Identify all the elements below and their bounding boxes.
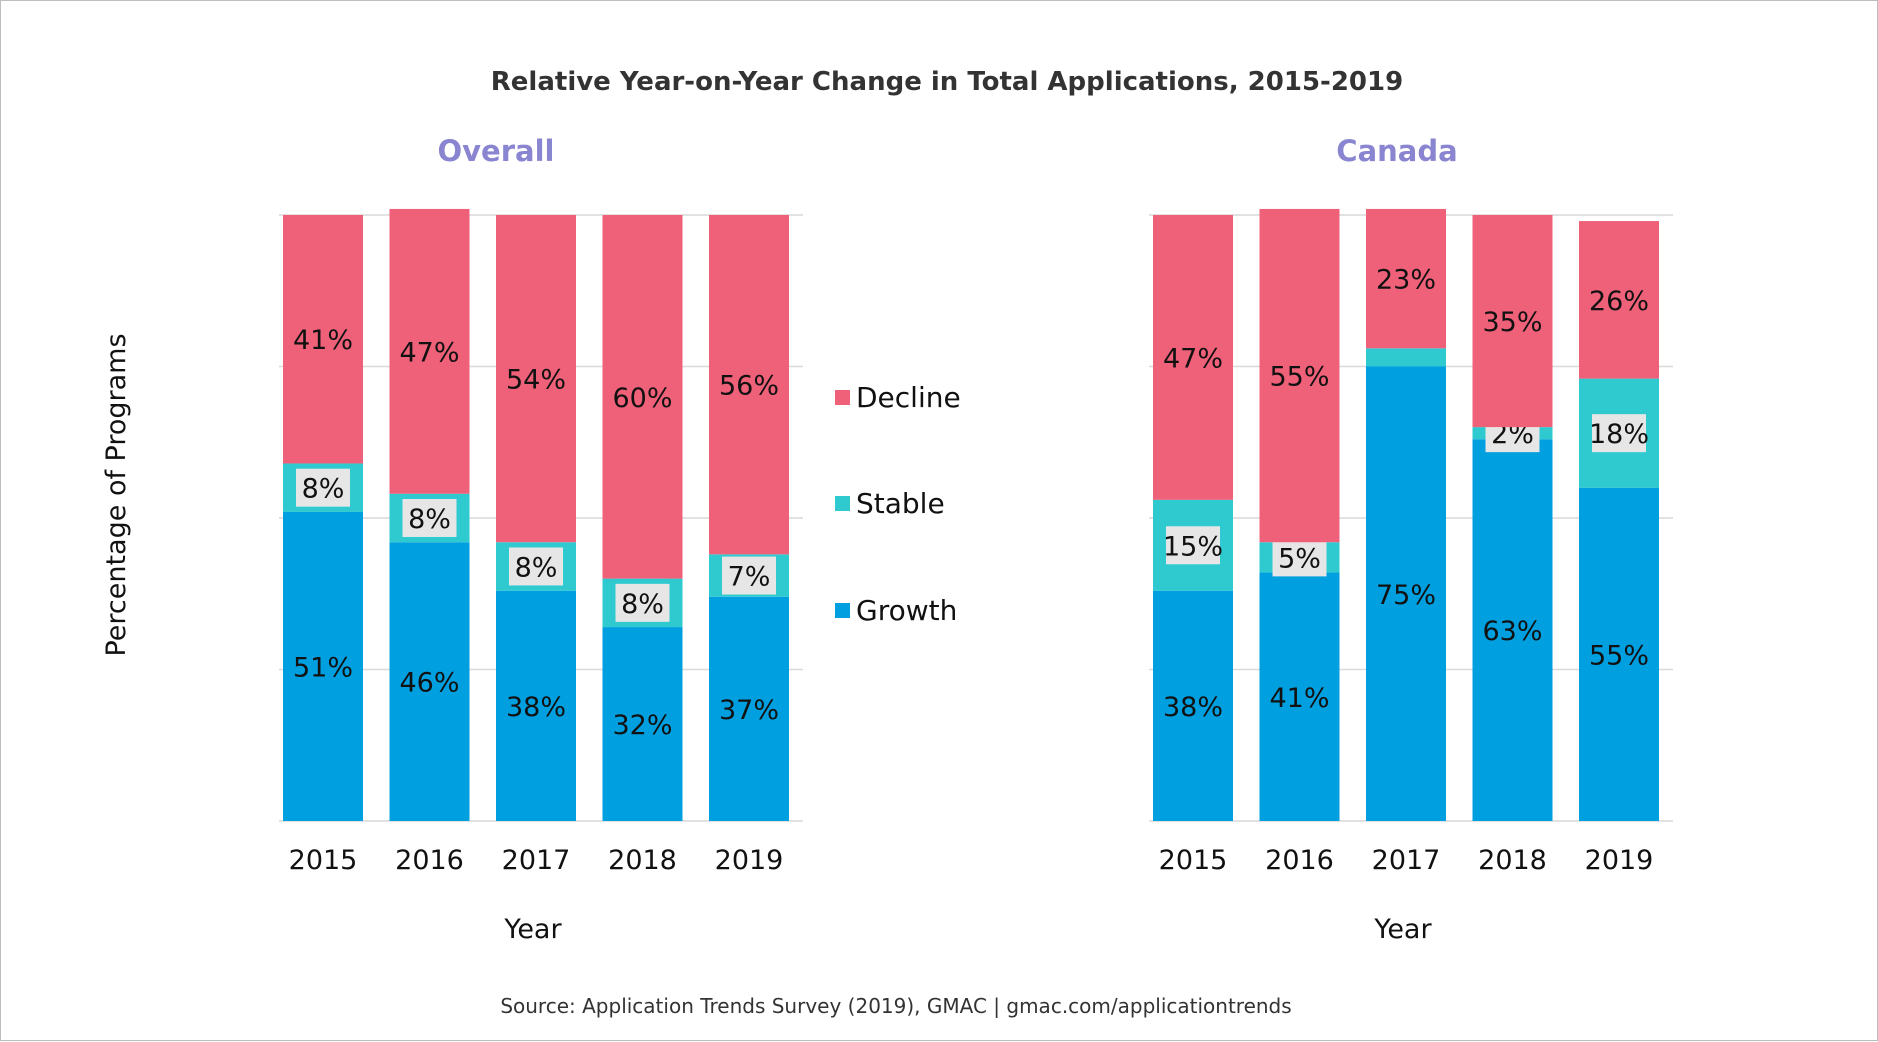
bar-segment-decline-2018	[602, 215, 683, 579]
data-label-decline-2016: 47%	[399, 337, 459, 368]
data-label-decline-2017: 54%	[506, 365, 566, 396]
bar-segment-decline-2016	[1259, 208, 1340, 543]
data-label-box	[615, 583, 670, 622]
data-label-stable-2019: 18%	[1589, 419, 1649, 450]
data-label-growth-2019: 37%	[719, 695, 779, 726]
x-tick-label-2018: 2018	[1478, 845, 1547, 876]
data-label-stable-2018: 8%	[621, 589, 664, 620]
data-label-decline-2018: 35%	[1482, 307, 1542, 338]
legend-label-growth: Growth	[856, 594, 957, 627]
bar-segment-decline-2017	[1366, 208, 1446, 349]
x-axis-label: Year	[503, 914, 562, 945]
x-axis-label: Year	[1373, 914, 1432, 945]
x-tick-label-2019: 2019	[1585, 845, 1654, 876]
bar-segment-decline-2015	[1153, 215, 1233, 500]
data-label-decline-2018: 60%	[612, 383, 672, 414]
source-note: Source: Application Trends Survey (2019)…	[500, 994, 1291, 1018]
x-tick-label-2016: 2016	[395, 845, 464, 876]
data-label-growth-2016: 41%	[1269, 683, 1329, 714]
x-tick-label-2019: 2019	[715, 845, 784, 876]
chart-title: Relative Year-on-Year Change in Total Ap…	[491, 67, 1403, 97]
x-tick-label-2015: 2015	[289, 845, 358, 876]
legend-label-decline: Decline	[856, 381, 961, 414]
data-label-decline-2015: 41%	[293, 325, 353, 356]
data-label-box	[402, 499, 457, 537]
x-tick-label-2017: 2017	[502, 845, 571, 876]
data-label-decline-2015: 47%	[1163, 343, 1223, 374]
legend-swatch-growth	[835, 603, 850, 618]
data-label-growth-2019: 55%	[1589, 640, 1649, 671]
bar-segment-growth-2015	[1153, 590, 1233, 821]
bar-segment-growth-2019	[1579, 487, 1659, 821]
data-label-growth-2017: 38%	[506, 692, 566, 723]
bar-segment-decline-2019	[1579, 221, 1659, 379]
y-axis-label: Percentage of Programs	[101, 333, 132, 656]
data-label-box	[1166, 526, 1220, 565]
data-label-box	[1592, 414, 1646, 453]
data-label-stable-2015: 8%	[302, 474, 345, 505]
bar-segment-growth-2019	[709, 596, 789, 821]
panel-subtitle: Canada	[1336, 134, 1457, 168]
data-label-stable-2019: 7%	[728, 562, 771, 593]
bar-segment-growth-2015	[283, 511, 363, 821]
chart-panels: Overall 51% 8% 41% 2015 46% 8% 47% 2016 38% 8% 54% 2…	[279, 134, 1673, 945]
bar-segment-decline-2017	[496, 215, 576, 543]
bar-segment-decline-2016	[389, 208, 470, 494]
legend-swatch-stable	[835, 496, 850, 511]
chart-panel-overall: Overall 51% 8% 41% 2015 46% 8% 47% 2016 38% 8% 54% 2…	[279, 134, 803, 945]
legend-label-stable: Stable	[856, 487, 945, 520]
data-label-growth-2018: 32%	[612, 710, 672, 741]
legend: Decline Stable Growth	[835, 381, 961, 627]
x-tick-label-2015: 2015	[1159, 845, 1228, 876]
legend-item-stable: Stable	[835, 487, 945, 520]
chart-panel-canada: Canada 38% 15% 47% 2015 41% 5% 55% 2016 75% 23% 201…	[1149, 134, 1673, 945]
data-label-growth-2017: 75%	[1376, 580, 1436, 611]
legend-item-decline: Decline	[835, 381, 961, 414]
data-label-decline-2019: 56%	[719, 371, 779, 402]
bar-segment-decline-2015	[283, 215, 363, 464]
legend-item-growth: Growth	[835, 594, 957, 627]
bar-segment-growth-2018	[602, 627, 683, 821]
data-label-growth-2015: 38%	[1163, 692, 1223, 723]
bar-segment-growth-2017	[496, 590, 576, 821]
bar-segment-growth-2016	[1259, 572, 1340, 821]
data-label-decline-2017: 23%	[1376, 265, 1436, 296]
bar-segment-growth-2018	[1472, 439, 1553, 821]
data-label-decline-2019: 26%	[1589, 286, 1649, 317]
data-label-box	[296, 468, 350, 507]
bar-segment-growth-2017	[1366, 366, 1446, 821]
data-label-decline-2016: 55%	[1269, 362, 1329, 393]
data-label-stable-2016: 5%	[1278, 543, 1321, 574]
data-label-growth-2015: 51%	[293, 652, 353, 683]
bar-segment-decline-2019	[709, 215, 789, 555]
bar-segment-growth-2016	[389, 542, 470, 821]
data-label-growth-2018: 63%	[1482, 616, 1542, 647]
data-label-box	[722, 556, 776, 595]
data-label-box	[509, 547, 563, 586]
data-label-growth-2016: 46%	[399, 668, 459, 699]
x-tick-label-2017: 2017	[1372, 845, 1441, 876]
panel-subtitle: Overall	[438, 134, 555, 168]
bar-segment-decline-2018	[1472, 215, 1553, 428]
x-tick-label-2018: 2018	[608, 845, 677, 876]
data-label-stable-2016: 8%	[408, 504, 451, 535]
data-label-stable-2017: 8%	[515, 552, 558, 583]
data-label-stable-2015: 15%	[1163, 531, 1223, 562]
legend-swatch-decline	[835, 390, 850, 405]
x-tick-label-2016: 2016	[1265, 845, 1334, 876]
bar-segment-stable-2017	[1366, 348, 1446, 367]
data-label-box	[1272, 538, 1327, 577]
